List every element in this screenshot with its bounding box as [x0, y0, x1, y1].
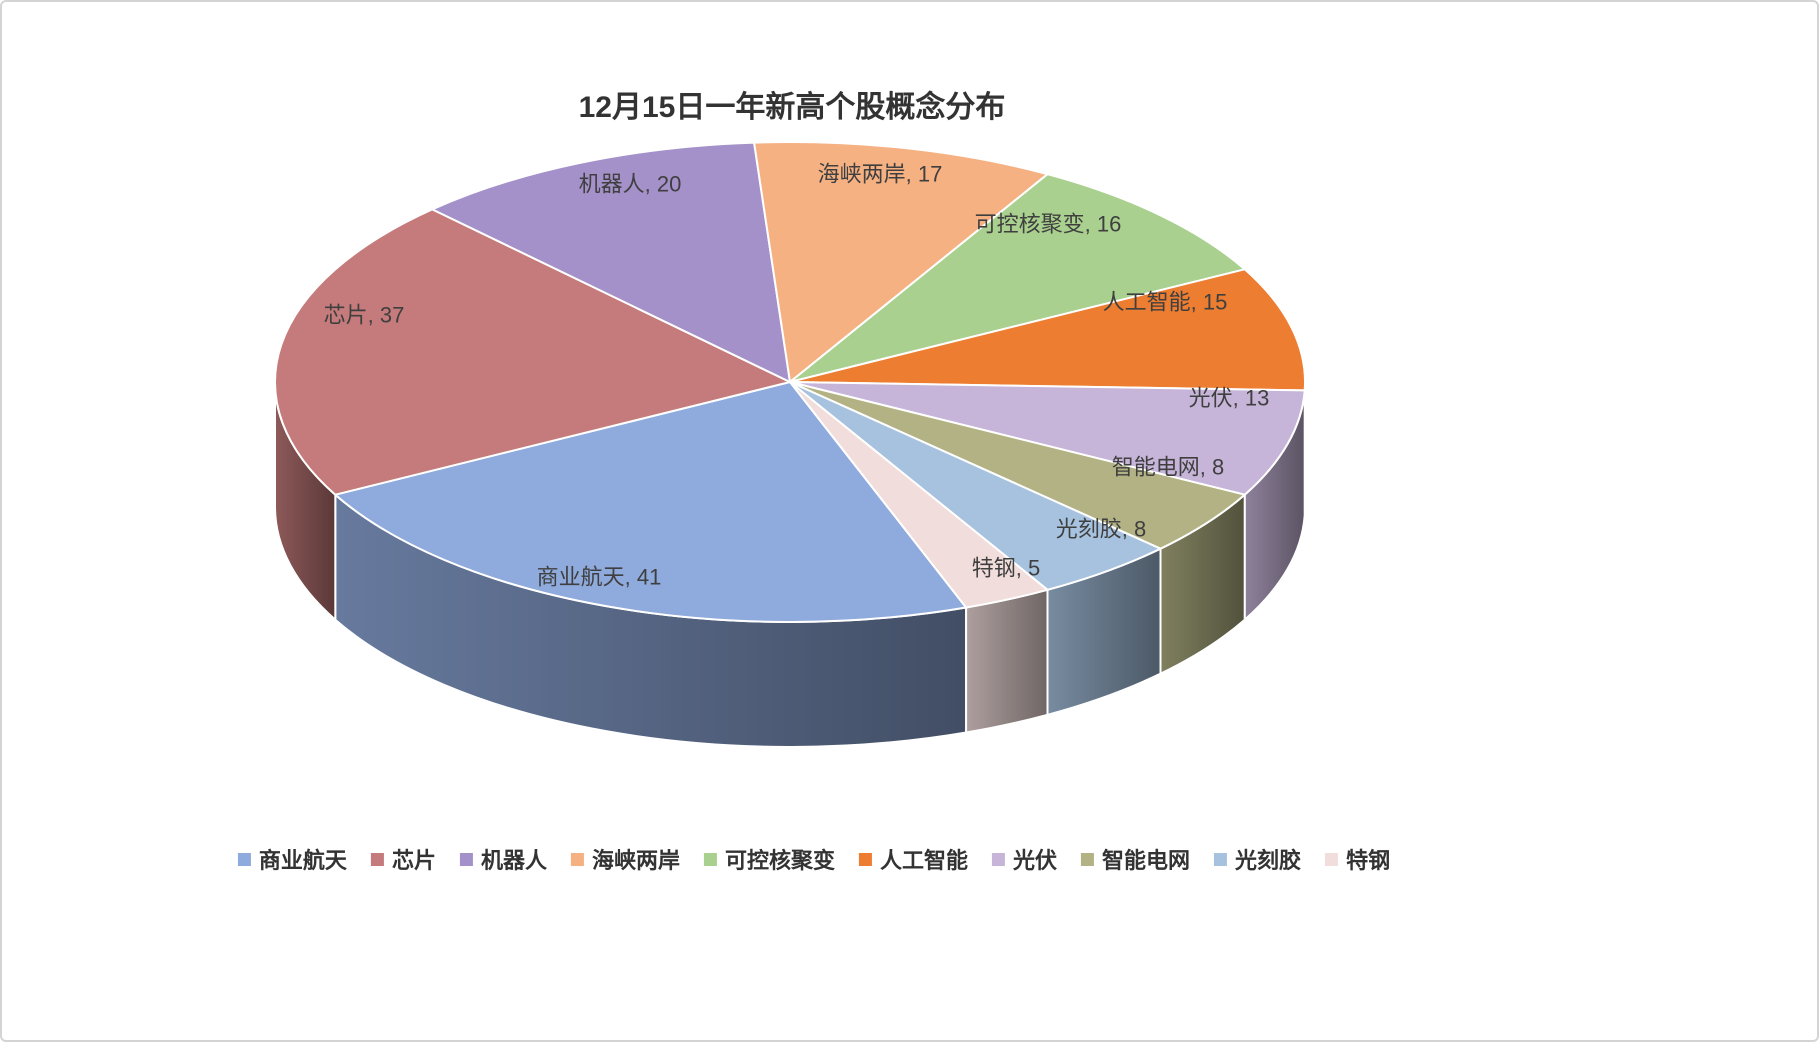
- legend-swatch: [859, 852, 872, 866]
- legend-label: 特钢: [1346, 848, 1391, 873]
- pie-slice-5: [789, 268, 1307, 392]
- pie-slice-6: [789, 381, 1306, 496]
- legend-label: 光伏: [1013, 848, 1058, 873]
- slice-label-1: 芯片, 37: [324, 303, 405, 328]
- legend-label: 机器人: [480, 848, 547, 873]
- legend-swatch: [1325, 852, 1339, 866]
- legend-item-0: 商业航天: [237, 843, 347, 875]
- legend-item-6: 光伏: [992, 843, 1057, 875]
- pie-slice-9: [789, 381, 1049, 609]
- legend-label: 海峡两岸: [591, 848, 680, 873]
- pie-slice-0: [334, 381, 968, 623]
- slice-label-4: 可控核聚变, 16: [975, 212, 1122, 237]
- slice-label-8: 光刻胶, 8: [1056, 517, 1146, 542]
- legend-item-1: 芯片: [370, 843, 436, 875]
- legend-label: 人工智能: [880, 848, 969, 873]
- legend-swatch: [237, 852, 251, 866]
- legend-item-3: 海峡两岸: [570, 843, 680, 875]
- legend-label: 可控核聚变: [724, 848, 835, 873]
- slice-label-7: 智能电网, 8: [1112, 455, 1224, 480]
- pie-slice-2: [431, 141, 791, 383]
- slice-label-0: 商业航天, 41: [537, 565, 662, 590]
- legend-item-2: 机器人: [459, 843, 547, 875]
- legend-label: 商业航天: [258, 848, 347, 873]
- legend-item-7: 智能电网: [1081, 843, 1190, 875]
- legend: 商业航天 芯片 机器人 海峡两岸 可控核聚变 人工智能 光伏 智能电网 光刻胶 特钢: [237, 843, 1390, 875]
- legend-swatch: [992, 852, 1006, 866]
- slice-label-2: 机器人, 20: [579, 172, 682, 197]
- pie-slice-3: [753, 141, 1049, 383]
- legend-item-8: 光刻胶: [1214, 843, 1301, 875]
- slice-label-9: 特钢, 5: [972, 556, 1040, 581]
- legend-swatch: [703, 852, 717, 866]
- chart-title: 12月15日一年新高个股概念分布: [578, 91, 1006, 124]
- legend-label: 芯片: [391, 848, 436, 873]
- legend-swatch: [570, 852, 584, 866]
- legend-swatch: [370, 852, 384, 866]
- slice-label-5: 人工智能, 15: [1103, 290, 1228, 315]
- legend-item-9: 特钢: [1325, 843, 1390, 875]
- pie-slice-1: [274, 208, 791, 496]
- legend-label: 光刻胶: [1235, 848, 1302, 873]
- pie-side-9: [965, 588, 1049, 734]
- legend-swatch: [459, 852, 473, 866]
- legend-item-4: 可控核聚变: [703, 843, 835, 875]
- legend-swatch: [1081, 852, 1095, 866]
- legend-label: 智能电网: [1102, 848, 1191, 873]
- legend-item-5: 人工智能: [859, 843, 968, 875]
- slice-label-3: 海峡两岸, 17: [818, 162, 943, 187]
- pie-slice-4: [789, 173, 1246, 383]
- legend-swatch: [1214, 852, 1228, 866]
- slice-label-6: 光伏, 13: [1189, 386, 1270, 411]
